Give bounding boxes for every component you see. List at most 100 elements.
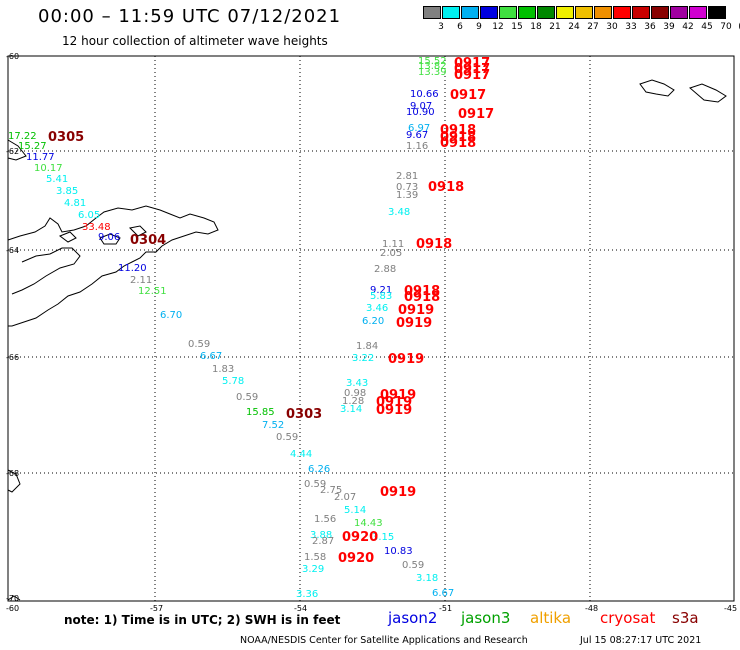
lon-label: -51 [439,604,453,613]
wave-height-value: 11.77 [26,152,55,163]
wave-height-value: 9.07 [410,101,433,112]
wave-height-value: 10.83 [384,546,413,557]
generation-timestamp: Jul 15 08:27:17 UTC 2021 [580,635,702,646]
pass-time: 0918 [440,130,477,145]
wave-height-value: 14.43 [354,518,383,529]
wave-height-value: 3.14 [340,404,363,415]
wave-height-value: 7.52 [262,420,285,431]
wave-height-value: 0.59 [276,432,299,443]
pass-time: 0919 [388,352,425,367]
wave-height-value: 10.90 [406,107,435,118]
pass-time: 0917 [454,68,491,83]
lon-label: -60 [6,604,20,613]
wave-height-value: 3.46 [366,303,389,314]
wave-height-value: 9.67 [406,130,429,141]
scale-label: 9 [476,22,482,32]
lon-label: -54 [294,604,308,613]
wave-height-value: 3.29 [302,564,325,575]
lat-label: -68 [6,469,20,478]
wave-height-value: 0.73 [396,182,419,193]
wave-height-value: 1.56 [314,514,337,525]
legend-altika: altika [530,609,572,627]
wave-height-value: 2.07 [334,492,357,503]
scale-label: 18 [530,22,542,32]
scale-swatch [689,6,707,19]
pass-time: 0919 [376,403,413,418]
wave-height-value: 0.59 [236,392,259,403]
legend-jason3: jason3 [461,609,511,627]
scale-swatch [632,6,650,19]
wave-height-value: 15.27 [18,141,47,152]
pass-time: 0920 [342,530,379,545]
wave-height-value: 3.88 [310,530,333,541]
pass-time: 0918 [404,290,441,305]
wave-height-value: 5.41 [46,174,69,185]
lat-label: -62 [6,147,20,156]
lon-label: -57 [150,604,164,613]
coastline [7,79,727,601]
wave-height-value: 6.26 [308,464,331,475]
wave-height-value: 11.20 [118,263,147,274]
pass-time: 0919 [376,395,413,410]
wave-height-value: 0.59 [304,479,327,490]
wave-height-value: 4.81 [64,198,87,209]
scale-label: (ft) [736,22,740,32]
wave-height-value: 2.87 [312,536,335,547]
graticule [8,56,734,601]
scale-label: 33 [625,22,637,32]
scale-swatch [537,6,555,19]
wave-height-value: 6.20 [362,316,385,327]
lat-label: -64 [6,246,20,255]
wave-height-value: 2.05 [380,248,403,259]
scale-swatch [651,6,669,19]
wave-height-value: 3.18 [416,573,439,584]
map-frame [7,55,735,602]
wave-height-value: 13.39 [418,67,447,78]
pass-time: 0918 [440,123,477,138]
wave-height-value: 3.36 [296,589,319,600]
wave-height-value: 4.44 [290,449,313,460]
scale-swatch [556,6,574,19]
pass-time: 0919 [380,388,417,403]
wave-height-value: 6.67 [200,351,223,362]
scale-swatch [670,6,688,19]
lon-label: -45 [724,604,738,613]
wave-height-value: 17.22 [8,131,37,142]
scale-swatch [613,6,631,19]
wave-height-value: 5.78 [222,376,245,387]
scale-swatch [442,6,460,19]
pass-time: 0917 [454,56,491,71]
legend-cryosat: cryosat [600,609,656,627]
wave-height-value: 33.48 [82,222,111,233]
wave-height-value: 2.81 [396,171,419,182]
scale-swatch [518,6,536,19]
wave-height-value: 2.11 [130,275,153,286]
wave-height-value: 3.15 [372,532,395,543]
scale-swatch [480,6,498,19]
wave-height-value: 3.48 [388,207,411,218]
wave-height-value: 1.11 [382,239,405,250]
wave-height-value: 9.06 [98,232,121,243]
scale-label: 70 [720,22,732,32]
scale-label: 36 [644,22,656,32]
wave-height-value: 2.75 [320,485,343,496]
pass-time: 0304 [130,233,167,248]
wave-height-value: 13.82 [418,61,447,72]
wave-height-value: 0.59 [402,560,425,571]
wave-height-value: 3.43 [346,378,369,389]
wave-height-value: 3.85 [56,186,79,197]
wave-height-value: 15.52 [418,56,447,67]
pass-time: 0920 [338,551,375,566]
pass-time: 0919 [380,485,417,500]
pass-time: 0305 [48,130,85,145]
scale-label: 6 [457,22,463,32]
scale-swatch [423,6,441,19]
lon-label: -48 [585,604,599,613]
scale-swatch [499,6,517,19]
scale-label: 45 [701,22,713,32]
map-title: 00:00 – 11:59 UTC 07/12/2021 [38,6,342,27]
scale-label: 24 [568,22,580,32]
pass-time: 0918 [440,136,477,151]
pass-time: 0919 [398,303,435,318]
